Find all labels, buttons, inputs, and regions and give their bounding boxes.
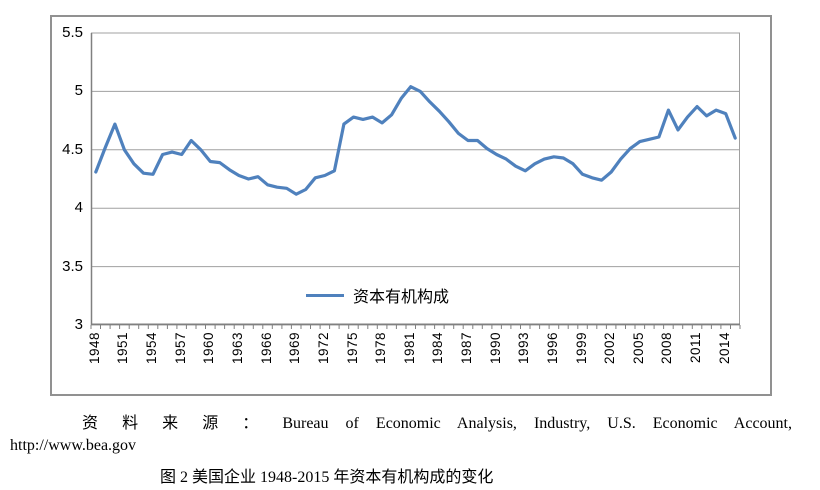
y-axis-label: 4.5 xyxy=(62,140,83,158)
x-axis-label: 2005 xyxy=(630,332,646,365)
x-axis-label: 1978 xyxy=(373,332,389,365)
legend: 资本有机构成 xyxy=(306,285,450,306)
x-axis-label: 1963 xyxy=(229,332,245,365)
x-axis-label: 2002 xyxy=(602,332,618,365)
x-axis-label: 1951 xyxy=(115,332,131,365)
x-axis-label: 1987 xyxy=(459,332,474,365)
caption-source-line: 资 料 来 源 ： Bureau of Economic Analysis, I… xyxy=(82,415,792,432)
y-axis-label: 5.5 xyxy=(62,24,83,41)
y-axis-label: 3.5 xyxy=(62,257,83,275)
y-axis-label: 4 xyxy=(74,199,83,217)
x-axis-label: 1969 xyxy=(287,332,303,365)
x-axis-label: 1957 xyxy=(172,332,188,365)
x-axis-label: 1990 xyxy=(487,332,503,365)
caption-url-line: http://www.bea.gov xyxy=(10,437,137,454)
x-axis-label: 2014 xyxy=(716,332,732,365)
x-axis-label: 2011 xyxy=(688,332,704,364)
x-axis-label: 1975 xyxy=(344,332,360,365)
x-axis-label: 1996 xyxy=(544,332,560,365)
x-axis-label: 1984 xyxy=(430,332,446,365)
y-axis-label: 3 xyxy=(74,316,83,333)
series-line xyxy=(94,85,737,196)
x-axis-label: 1981 xyxy=(401,332,417,365)
x-axis-label: 1960 xyxy=(201,332,217,365)
x-axis-label: 1954 xyxy=(144,332,159,365)
x-axis-label: 1993 xyxy=(516,332,532,365)
y-axis-label: 5 xyxy=(74,82,83,100)
x-axis-label: 1966 xyxy=(258,332,274,365)
plot-area: 5.5 5 4.5 4 3.5 3 1948 1951 1954 1957 1960 1963 196… xyxy=(62,24,741,364)
x-axis-label: 1972 xyxy=(315,332,331,365)
x-axis-label: 2008 xyxy=(659,332,675,365)
legend-label: 资本有机构成 xyxy=(353,289,450,306)
figure-title: 图 2 美国企业 1948-2015 年资本有机构成的变化 xyxy=(160,469,494,486)
x-axis-label: 1999 xyxy=(573,332,589,365)
legend-line-swatch xyxy=(306,293,344,297)
x-axis-label: 1948 xyxy=(86,332,102,365)
chart-frame: 5.5 5 4.5 4 3.5 3 1948 1951 1954 1957 1960 1963 196… xyxy=(50,15,772,396)
chart-canvas xyxy=(90,32,741,329)
